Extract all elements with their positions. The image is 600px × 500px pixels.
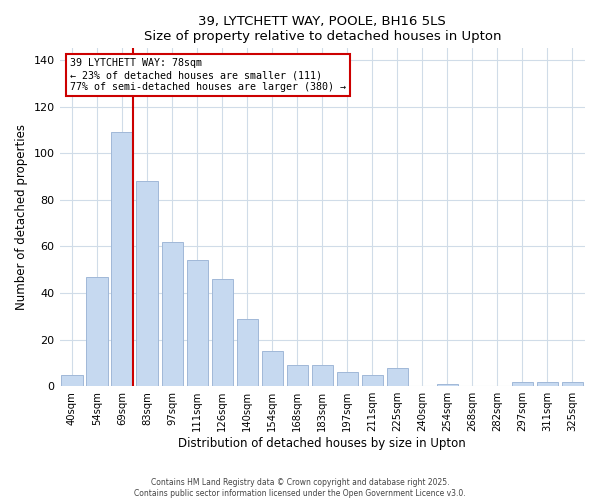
Bar — [311, 365, 333, 386]
Bar — [537, 382, 558, 386]
Bar — [562, 382, 583, 386]
Bar — [437, 384, 458, 386]
Bar — [287, 365, 308, 386]
Bar — [236, 318, 258, 386]
X-axis label: Distribution of detached houses by size in Upton: Distribution of detached houses by size … — [178, 437, 466, 450]
Bar — [362, 374, 383, 386]
Bar — [61, 374, 83, 386]
Text: Contains HM Land Registry data © Crown copyright and database right 2025.
Contai: Contains HM Land Registry data © Crown c… — [134, 478, 466, 498]
Bar — [387, 368, 408, 386]
Y-axis label: Number of detached properties: Number of detached properties — [15, 124, 28, 310]
Bar — [337, 372, 358, 386]
Bar — [112, 132, 133, 386]
Bar — [161, 242, 183, 386]
Text: 39 LYTCHETT WAY: 78sqm
← 23% of detached houses are smaller (111)
77% of semi-de: 39 LYTCHETT WAY: 78sqm ← 23% of detached… — [70, 58, 346, 92]
Bar — [136, 181, 158, 386]
Bar — [262, 352, 283, 386]
Bar — [187, 260, 208, 386]
Bar — [86, 276, 108, 386]
Title: 39, LYTCHETT WAY, POOLE, BH16 5LS
Size of property relative to detached houses i: 39, LYTCHETT WAY, POOLE, BH16 5LS Size o… — [143, 15, 501, 43]
Bar — [512, 382, 533, 386]
Bar — [212, 279, 233, 386]
